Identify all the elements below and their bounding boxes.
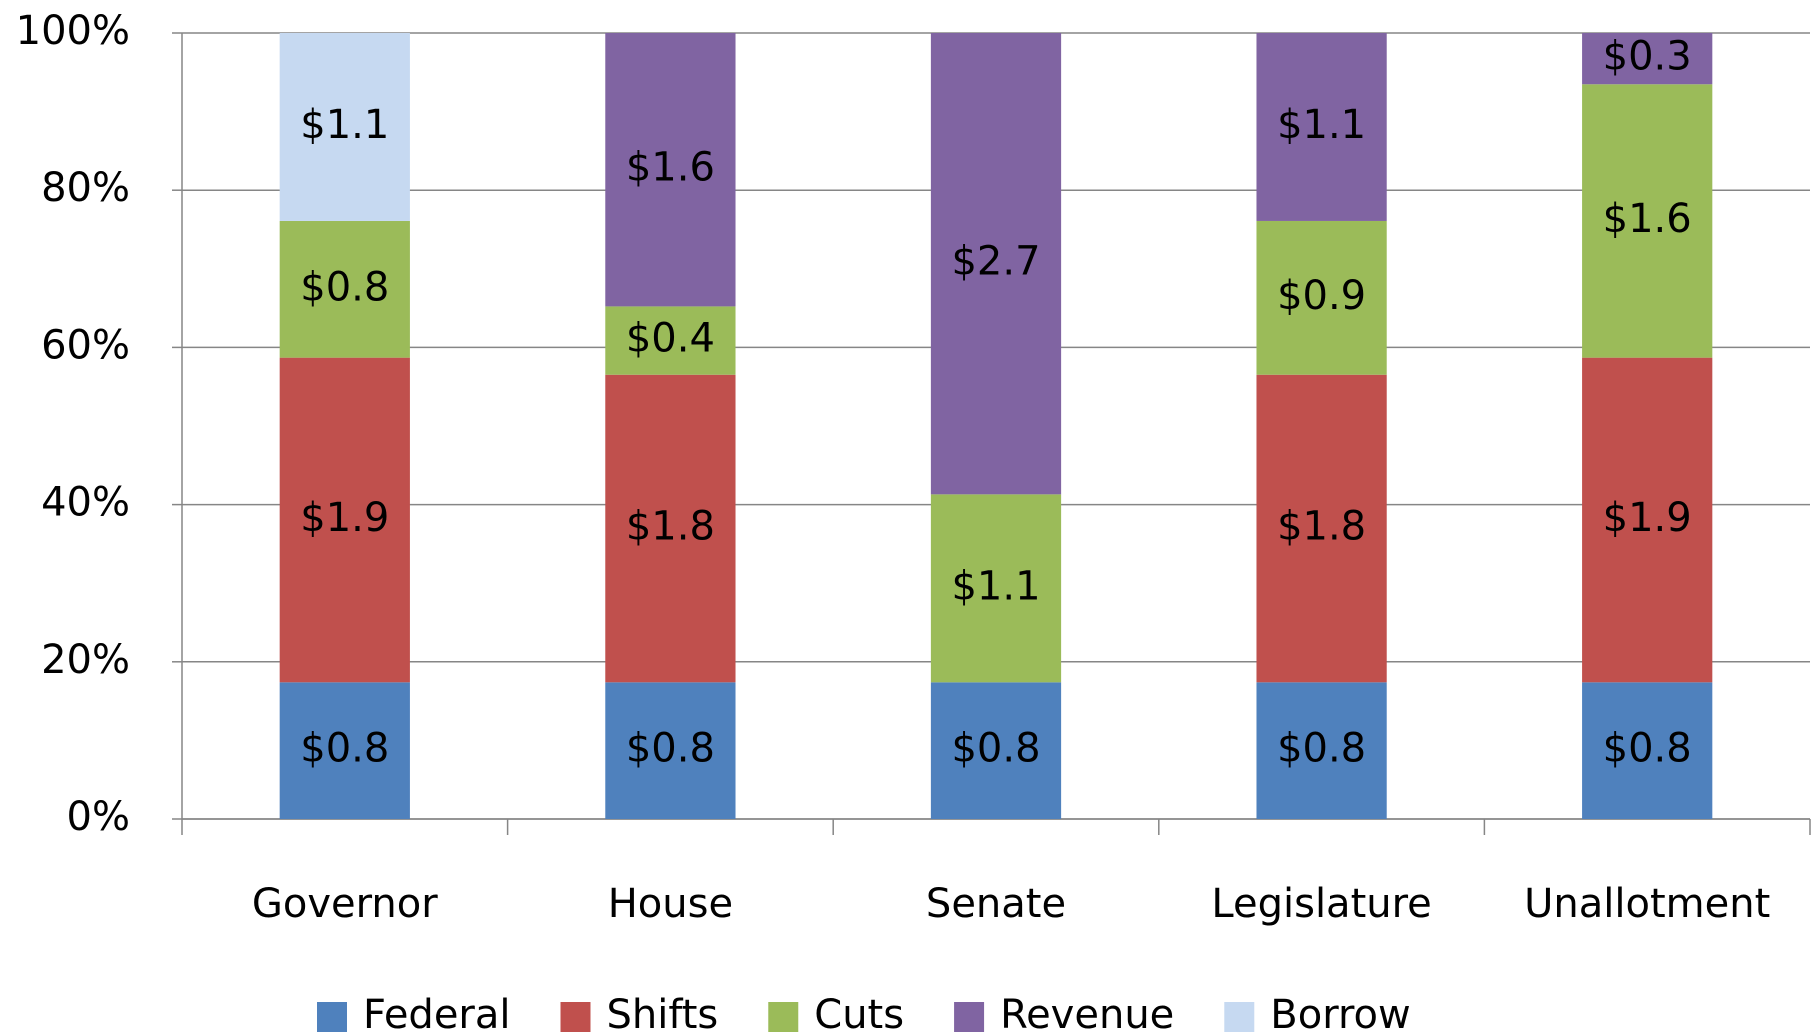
bar-segment	[279, 357, 410, 683]
legend-swatch	[560, 1002, 591, 1032]
data-label: $0.8	[951, 726, 1040, 772]
data-label: $1.1	[951, 563, 1040, 609]
x-tick-label: Senate	[926, 881, 1066, 927]
bar-segment	[1582, 33, 1713, 85]
data-label: $0.3	[1603, 34, 1692, 80]
data-label: $0.8	[626, 726, 715, 772]
bar-segment	[1582, 84, 1713, 358]
x-tick-label: Legislature	[1211, 881, 1431, 927]
bar-segment	[1582, 357, 1713, 683]
bar-segment	[279, 220, 410, 358]
legend-swatch	[1224, 1002, 1255, 1032]
y-tick-label: 20%	[41, 637, 130, 683]
bar-segment	[605, 682, 736, 819]
y-tick-label: 100%	[16, 8, 130, 54]
data-label: $1.6	[1603, 196, 1692, 242]
data-label: $2.7	[951, 239, 1040, 285]
bar-segment	[1256, 33, 1387, 221]
y-tick-label: 80%	[41, 165, 130, 211]
legend-label: Borrow	[1270, 992, 1410, 1036]
bar-segment	[605, 374, 736, 683]
bar-segment	[605, 306, 736, 375]
y-tick-label: 60%	[41, 322, 130, 368]
data-label: $1.1	[1277, 102, 1366, 148]
data-label: $1.8	[626, 504, 715, 550]
legend-label: Cuts	[814, 992, 904, 1036]
legend-label: Revenue	[1000, 992, 1174, 1036]
bar-segment	[930, 682, 1062, 819]
data-label: $0.8	[1277, 726, 1366, 772]
data-label: $0.8	[300, 264, 389, 310]
legend-label: Federal	[363, 992, 511, 1036]
bar-segment	[930, 494, 1062, 683]
data-label: $0.9	[1277, 273, 1366, 319]
data-label: $1.1	[300, 102, 389, 148]
data-label: $0.8	[300, 726, 389, 772]
bar-segment	[605, 33, 736, 307]
legend-swatch	[954, 1002, 985, 1032]
data-label: $0.8	[1603, 726, 1692, 772]
x-tick-label: Governor	[252, 881, 438, 927]
x-tick-label: House	[608, 881, 733, 927]
bar-segment	[279, 682, 410, 819]
legend-label: Shifts	[607, 992, 719, 1036]
data-label: $1.8	[1277, 504, 1366, 550]
legend-swatch	[768, 1002, 799, 1032]
bar-segment	[1256, 374, 1387, 683]
data-label: $1.9	[1603, 495, 1692, 541]
x-tick-label: Unallotment	[1524, 881, 1770, 927]
bar-segment	[1582, 682, 1713, 819]
data-label: $1.6	[626, 145, 715, 191]
data-label: $1.9	[300, 495, 389, 541]
y-tick-label: 40%	[41, 480, 130, 526]
bar-segment	[1256, 682, 1387, 819]
bar-segment	[1256, 220, 1387, 375]
data-label: $0.4	[626, 316, 715, 362]
bar-segment	[930, 33, 1062, 495]
bar-segment	[279, 33, 410, 221]
y-tick-label: 0%	[67, 794, 130, 840]
legend-swatch	[317, 1002, 347, 1032]
